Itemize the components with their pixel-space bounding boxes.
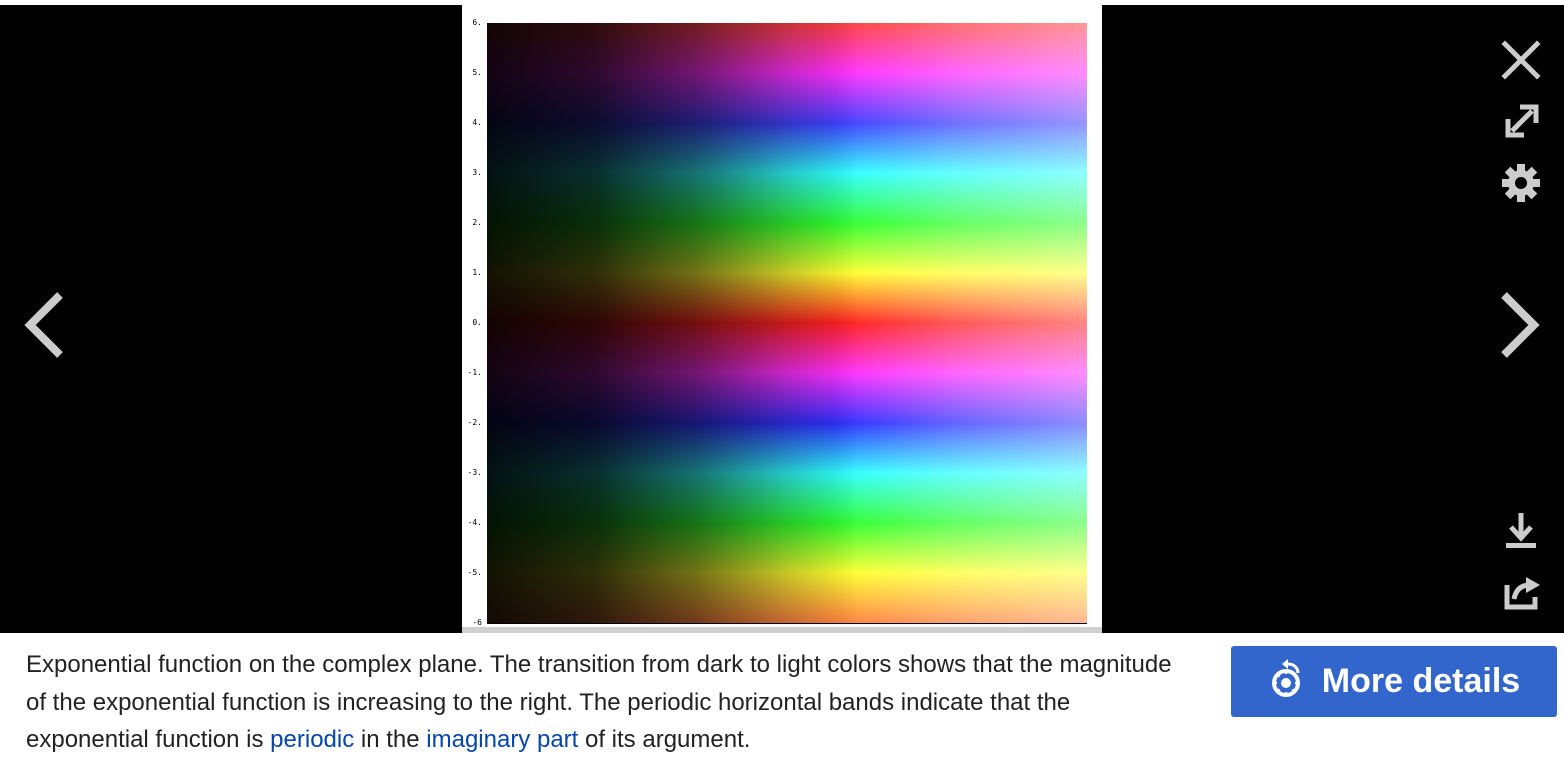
link-imaginary-part[interactable]: imaginary part <box>426 726 579 753</box>
y-tick-label: 1. <box>472 268 482 277</box>
y-tick-label: -6 <box>472 618 482 627</box>
share-icon <box>1502 573 1542 611</box>
download-button[interactable] <box>1502 510 1540 550</box>
share-button[interactable] <box>1502 573 1542 611</box>
expand-icon <box>1502 101 1542 141</box>
more-details-label: More details <box>1321 662 1521 700</box>
domain-coloring-plot <box>487 23 1087 623</box>
y-tick-label: 0. <box>472 318 482 327</box>
previous-image-button[interactable] <box>20 289 70 361</box>
top-border <box>0 0 1564 5</box>
y-tick-label: -1. <box>467 368 482 377</box>
y-tick-label: 6. <box>472 18 482 27</box>
commons-logo-icon <box>1268 658 1304 705</box>
next-image-button[interactable] <box>1494 289 1544 361</box>
chevron-right-icon <box>1494 289 1544 361</box>
close-icon <box>1500 39 1542 81</box>
y-tick-label: 2. <box>472 218 482 227</box>
y-tick-label: -5. <box>467 568 482 577</box>
more-details-button[interactable]: More details <box>1231 646 1557 717</box>
link-periodic[interactable]: periodic <box>270 726 355 753</box>
y-tick-label: -3. <box>467 468 482 477</box>
chevron-left-icon <box>20 289 70 361</box>
image-caption: Exponential function on the complex plan… <box>26 646 1176 759</box>
y-tick-label: 4. <box>472 118 482 127</box>
y-tick-label: -2. <box>467 418 482 427</box>
media-image[interactable]: 6. 5. 4. 3. 2. 1. 0. -1. -2. -3. -4. -5. -6 <box>462 5 1102 633</box>
download-icon <box>1502 510 1540 550</box>
caption-text-2: in the <box>354 726 427 753</box>
caption-text-3: of its argument. <box>578 726 751 753</box>
magnitude-lightening <box>487 23 1087 623</box>
fullscreen-button[interactable] <box>1502 101 1542 141</box>
magnitude-shading <box>487 23 1087 623</box>
media-viewer: 6. 5. 4. 3. 2. 1. 0. -1. -2. -3. -4. -5. -6 <box>0 5 1564 633</box>
x-axis-line <box>487 623 1087 624</box>
image-bottom-strip <box>462 627 1102 633</box>
y-tick-label: 3. <box>472 168 482 177</box>
y-tick-label: 5. <box>472 68 482 77</box>
caption-text-1: Exponential function on the complex plan… <box>26 651 1172 753</box>
close-button[interactable] <box>1500 39 1542 81</box>
gear-icon <box>1501 163 1541 203</box>
y-tick-label: -4. <box>467 518 482 527</box>
settings-button[interactable] <box>1501 163 1541 203</box>
